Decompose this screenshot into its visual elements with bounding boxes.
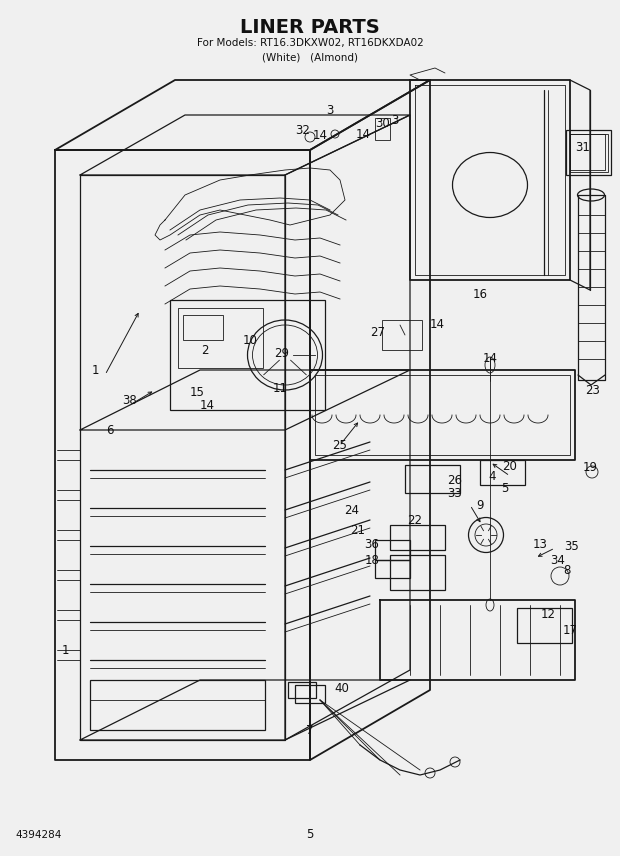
- Text: 5: 5: [306, 829, 314, 841]
- Text: 25: 25: [332, 438, 347, 451]
- Text: 30: 30: [376, 116, 391, 129]
- Text: 14: 14: [312, 128, 327, 141]
- Text: 36: 36: [365, 538, 379, 551]
- Text: 31: 31: [575, 140, 590, 153]
- Text: 38: 38: [123, 394, 138, 407]
- Text: 29: 29: [275, 347, 290, 360]
- Text: 14: 14: [482, 352, 497, 365]
- Bar: [517, 608, 572, 643]
- Bar: [183, 315, 223, 340]
- Bar: [570, 134, 608, 172]
- Text: 12: 12: [541, 608, 556, 621]
- Text: 8: 8: [564, 563, 570, 576]
- Bar: [288, 682, 316, 698]
- Text: 3: 3: [326, 104, 334, 116]
- Bar: [170, 300, 325, 410]
- Bar: [405, 465, 460, 493]
- Text: 11: 11: [273, 382, 288, 395]
- Bar: [382, 320, 422, 350]
- Text: 17: 17: [562, 623, 577, 637]
- Text: 2: 2: [202, 343, 209, 356]
- Bar: [375, 540, 410, 560]
- Text: 22: 22: [407, 514, 422, 526]
- Text: 9: 9: [476, 498, 484, 512]
- Text: 32: 32: [296, 123, 311, 136]
- Text: 19: 19: [583, 461, 598, 473]
- Text: 3: 3: [391, 114, 399, 127]
- Text: 35: 35: [565, 539, 579, 552]
- Text: 13: 13: [533, 538, 547, 551]
- Bar: [375, 560, 410, 578]
- Bar: [390, 525, 445, 550]
- Text: LINER PARTS: LINER PARTS: [240, 18, 380, 37]
- Text: 33: 33: [448, 486, 463, 500]
- Text: 7: 7: [306, 723, 314, 736]
- Text: 40: 40: [335, 681, 350, 694]
- Bar: [90, 680, 265, 730]
- Text: 14: 14: [355, 128, 371, 140]
- Bar: [295, 685, 325, 703]
- Text: 6: 6: [106, 424, 113, 437]
- Bar: [480, 460, 525, 485]
- Text: For Models: RT16.3DKXW02, RT16DKXDA02: For Models: RT16.3DKXW02, RT16DKXDA02: [197, 38, 423, 48]
- Text: 27: 27: [371, 326, 386, 340]
- Text: 5: 5: [502, 482, 508, 495]
- Text: 14: 14: [430, 318, 445, 331]
- Text: 15: 15: [190, 385, 205, 399]
- Bar: [566, 130, 611, 175]
- Text: 10: 10: [242, 334, 257, 347]
- Text: 1: 1: [61, 644, 69, 657]
- Text: 21: 21: [350, 524, 366, 537]
- Text: 4: 4: [489, 469, 496, 483]
- Text: 26: 26: [448, 473, 463, 486]
- Bar: [178, 308, 263, 368]
- Text: 34: 34: [551, 554, 565, 567]
- Bar: [375, 118, 390, 140]
- Text: 24: 24: [345, 503, 360, 516]
- Text: 16: 16: [472, 288, 487, 301]
- Text: 14: 14: [200, 399, 215, 412]
- Text: 23: 23: [585, 383, 600, 396]
- Text: 1: 1: [91, 364, 99, 377]
- Text: 4394284: 4394284: [15, 830, 61, 840]
- Text: 18: 18: [365, 554, 379, 567]
- Bar: [390, 555, 445, 590]
- Text: (White)   (Almond): (White) (Almond): [262, 52, 358, 62]
- Text: 20: 20: [503, 460, 518, 473]
